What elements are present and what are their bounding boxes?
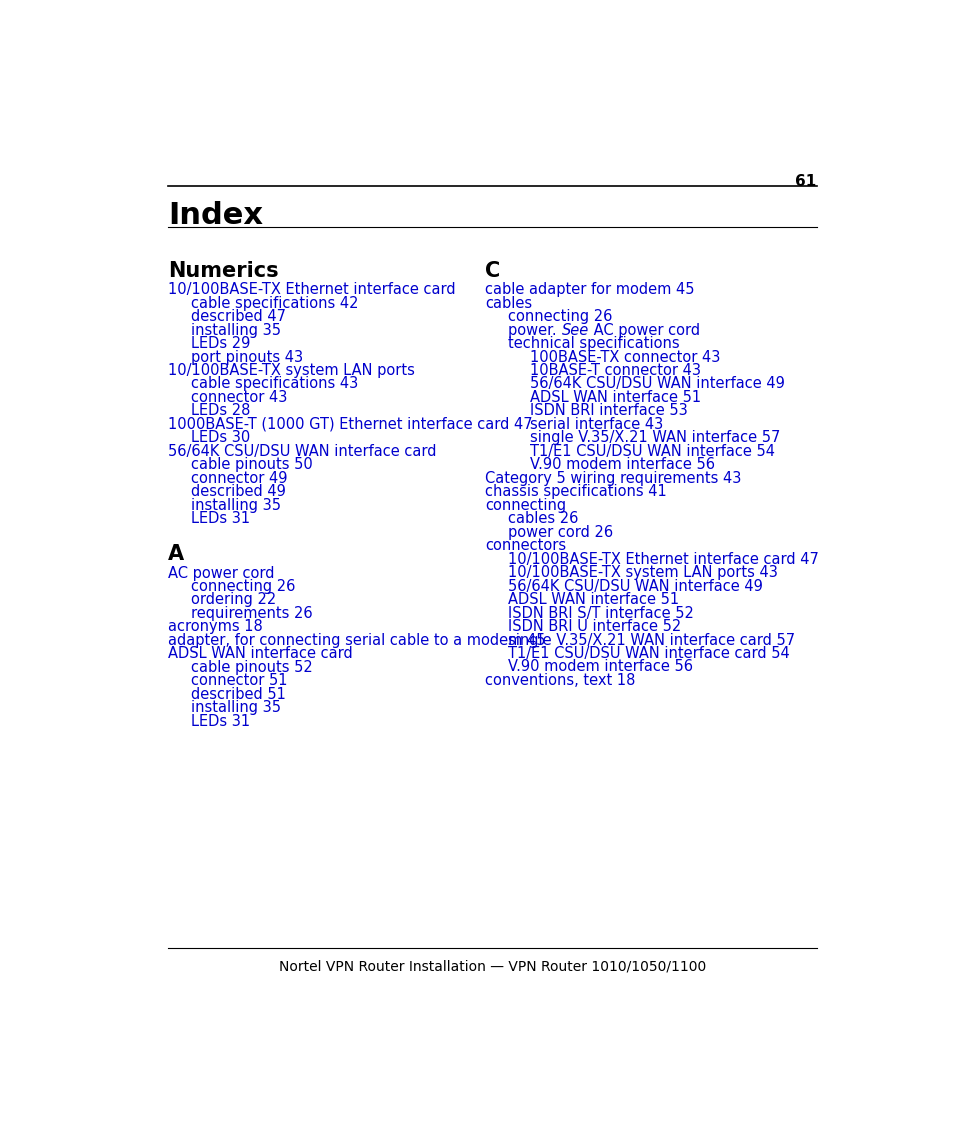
Text: conventions, text 18: conventions, text 18 xyxy=(484,673,635,688)
Text: described 47: described 47 xyxy=(192,309,286,324)
Text: ISDN BRI S/T interface 52: ISDN BRI S/T interface 52 xyxy=(508,606,694,621)
Text: See: See xyxy=(561,323,588,338)
Text: cable pinouts 50: cable pinouts 50 xyxy=(192,457,313,473)
Text: 10/100BASE-TX Ethernet interface card 47: 10/100BASE-TX Ethernet interface card 47 xyxy=(508,552,819,567)
Text: cable pinouts 52: cable pinouts 52 xyxy=(192,660,313,674)
Text: cable specifications 43: cable specifications 43 xyxy=(192,377,358,392)
Text: T1/E1 CSU/DSU WAN interface 54: T1/E1 CSU/DSU WAN interface 54 xyxy=(530,444,774,459)
Text: requirements 26: requirements 26 xyxy=(192,606,313,621)
Text: ADSL WAN interface 51: ADSL WAN interface 51 xyxy=(530,390,700,405)
Text: V.90 modem interface 56: V.90 modem interface 56 xyxy=(508,660,693,674)
Text: technical specifications: technical specifications xyxy=(508,337,679,352)
Text: Numerics: Numerics xyxy=(168,261,278,281)
Text: 56/64K CSU/DSU WAN interface card: 56/64K CSU/DSU WAN interface card xyxy=(168,444,436,459)
Text: 56/64K CSU/DSU WAN interface 49: 56/64K CSU/DSU WAN interface 49 xyxy=(508,578,762,593)
Text: 10/100BASE-TX system LAN ports 43: 10/100BASE-TX system LAN ports 43 xyxy=(508,566,778,581)
Text: port pinouts 43: port pinouts 43 xyxy=(192,349,303,364)
Text: serial interface 43: serial interface 43 xyxy=(530,417,662,432)
Text: connector 51: connector 51 xyxy=(192,673,288,688)
Text: Index: Index xyxy=(168,200,263,229)
Text: cable adapter for modem 45: cable adapter for modem 45 xyxy=(484,282,694,298)
Text: connecting 26: connecting 26 xyxy=(192,579,295,594)
Text: ordering 22: ordering 22 xyxy=(192,592,276,608)
Text: power cord 26: power cord 26 xyxy=(508,524,613,539)
Text: described 49: described 49 xyxy=(192,484,286,499)
Text: acronyms 18: acronyms 18 xyxy=(168,619,262,634)
Text: ADSL WAN interface 51: ADSL WAN interface 51 xyxy=(508,592,679,607)
Text: installing 35: installing 35 xyxy=(192,498,281,513)
Text: connectors: connectors xyxy=(484,538,565,553)
Text: single V.35/X.21 WAN interface 57: single V.35/X.21 WAN interface 57 xyxy=(530,431,780,445)
Text: single V.35/X.21 WAN interface card 57: single V.35/X.21 WAN interface card 57 xyxy=(508,632,795,648)
Text: 10/100BASE-TX Ethernet interface card: 10/100BASE-TX Ethernet interface card xyxy=(168,282,456,298)
Text: described 51: described 51 xyxy=(192,687,286,702)
Text: AC power cord: AC power cord xyxy=(588,323,700,338)
Text: 100BASE-TX connector 43: 100BASE-TX connector 43 xyxy=(530,349,720,364)
Text: Nortel VPN Router Installation — VPN Router 1010/1050/1100: Nortel VPN Router Installation — VPN Rou… xyxy=(278,960,705,973)
Text: 10BASE-T connector 43: 10BASE-T connector 43 xyxy=(530,363,700,378)
Text: 56/64K CSU/DSU WAN interface 49: 56/64K CSU/DSU WAN interface 49 xyxy=(530,377,784,392)
Text: connector 43: connector 43 xyxy=(192,390,288,405)
Text: connector 49: connector 49 xyxy=(192,471,288,485)
Text: connecting: connecting xyxy=(484,498,565,513)
Text: LEDs 31: LEDs 31 xyxy=(192,511,251,527)
Text: T1/E1 CSU/DSU WAN interface card 54: T1/E1 CSU/DSU WAN interface card 54 xyxy=(508,646,789,661)
Text: ISDN BRI interface 53: ISDN BRI interface 53 xyxy=(530,403,687,418)
Text: AC power cord: AC power cord xyxy=(168,566,274,581)
Text: cables 26: cables 26 xyxy=(508,511,578,527)
Text: A: A xyxy=(168,544,184,564)
Text: 1000BASE-T (1000 GT) Ethernet interface card 47: 1000BASE-T (1000 GT) Ethernet interface … xyxy=(168,417,532,432)
Text: V.90 modem interface 56: V.90 modem interface 56 xyxy=(530,457,714,473)
Text: C: C xyxy=(484,261,499,281)
Text: power.: power. xyxy=(508,323,561,338)
Text: cable specifications 42: cable specifications 42 xyxy=(192,295,358,310)
Text: chassis specifications 41: chassis specifications 41 xyxy=(484,484,666,499)
Text: ADSL WAN interface card: ADSL WAN interface card xyxy=(168,647,353,662)
Text: LEDs 30: LEDs 30 xyxy=(192,431,251,445)
Text: Category 5 wiring requirements 43: Category 5 wiring requirements 43 xyxy=(484,471,740,485)
Text: connecting 26: connecting 26 xyxy=(508,309,612,324)
Text: 10/100BASE-TX system LAN ports: 10/100BASE-TX system LAN ports xyxy=(168,363,415,378)
Text: 61: 61 xyxy=(795,174,816,189)
Text: LEDs 29: LEDs 29 xyxy=(192,337,251,352)
Text: LEDs 28: LEDs 28 xyxy=(192,403,251,418)
Text: cables: cables xyxy=(484,295,532,310)
Text: adapter, for connecting serial cable to a modem 45: adapter, for connecting serial cable to … xyxy=(168,633,545,648)
Text: ISDN BRI U interface 52: ISDN BRI U interface 52 xyxy=(508,619,680,634)
Text: LEDs 31: LEDs 31 xyxy=(192,713,251,728)
Text: installing 35: installing 35 xyxy=(192,323,281,338)
Text: installing 35: installing 35 xyxy=(192,701,281,716)
